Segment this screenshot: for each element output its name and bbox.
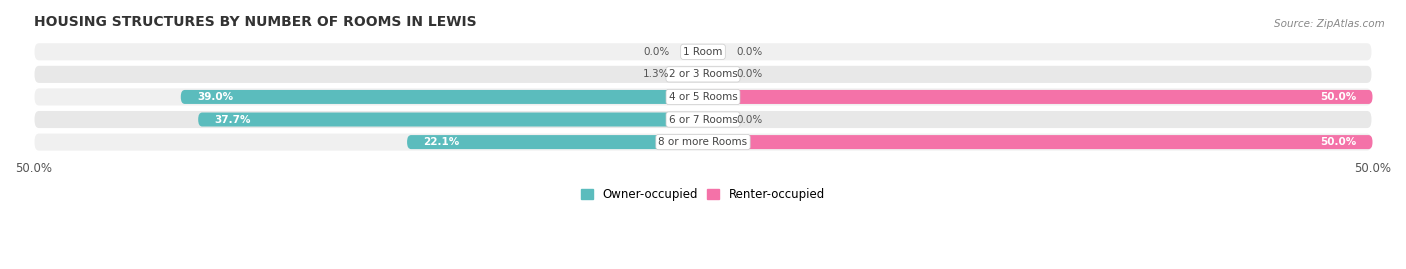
FancyBboxPatch shape	[181, 90, 703, 104]
FancyBboxPatch shape	[34, 42, 1372, 61]
Text: 2 or 3 Rooms: 2 or 3 Rooms	[669, 69, 737, 79]
FancyBboxPatch shape	[686, 67, 703, 81]
FancyBboxPatch shape	[408, 135, 703, 149]
FancyBboxPatch shape	[703, 90, 1372, 104]
FancyBboxPatch shape	[703, 135, 1372, 149]
Text: 50.0%: 50.0%	[1320, 92, 1357, 102]
Text: 0.0%: 0.0%	[737, 115, 762, 125]
Text: 37.7%: 37.7%	[214, 115, 250, 125]
Text: Source: ZipAtlas.com: Source: ZipAtlas.com	[1274, 19, 1385, 29]
Text: 0.0%: 0.0%	[737, 69, 762, 79]
FancyBboxPatch shape	[34, 133, 1372, 152]
Text: 22.1%: 22.1%	[423, 137, 460, 147]
Text: 1 Room: 1 Room	[683, 47, 723, 57]
Text: 8 or more Rooms: 8 or more Rooms	[658, 137, 748, 147]
Text: 0.0%: 0.0%	[644, 47, 669, 57]
Text: 50.0%: 50.0%	[1320, 137, 1357, 147]
Legend: Owner-occupied, Renter-occupied: Owner-occupied, Renter-occupied	[581, 188, 825, 201]
FancyBboxPatch shape	[34, 65, 1372, 84]
Text: 1.3%: 1.3%	[643, 69, 669, 79]
Text: 39.0%: 39.0%	[197, 92, 233, 102]
Text: 0.0%: 0.0%	[737, 47, 762, 57]
Text: 4 or 5 Rooms: 4 or 5 Rooms	[669, 92, 737, 102]
FancyBboxPatch shape	[34, 110, 1372, 129]
FancyBboxPatch shape	[34, 87, 1372, 107]
Text: HOUSING STRUCTURES BY NUMBER OF ROOMS IN LEWIS: HOUSING STRUCTURES BY NUMBER OF ROOMS IN…	[34, 15, 477, 29]
FancyBboxPatch shape	[198, 112, 703, 126]
Text: 6 or 7 Rooms: 6 or 7 Rooms	[669, 115, 737, 125]
